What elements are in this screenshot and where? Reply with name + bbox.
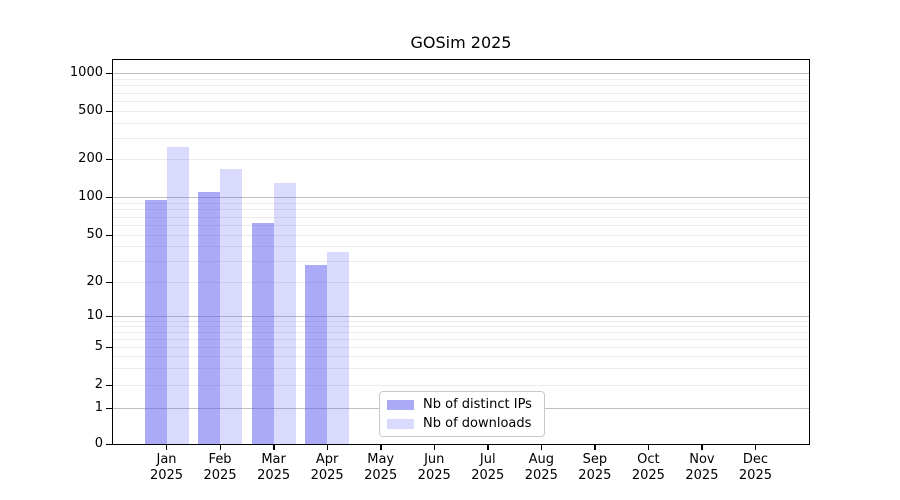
x-tick-mark (219, 444, 221, 450)
gridline-minor (113, 356, 809, 358)
x-tick-label-aug: Aug 2025 (524, 452, 558, 483)
x-tick-mark (166, 444, 168, 450)
x-tick-label-jul: Jul 2025 (471, 452, 505, 483)
gridline-minor (113, 216, 809, 218)
y-tick-label: 100 (78, 189, 103, 204)
gridline-minor (113, 331, 809, 333)
bar-ips-apr (305, 264, 328, 444)
x-tick-mark (647, 444, 650, 450)
gridline-minor (113, 385, 809, 386)
x-tick-label-nov: Nov 2025 (685, 452, 719, 483)
y-tick-mark (106, 315, 112, 317)
y-tick-label: 0 (94, 436, 103, 451)
x-tick-mark (380, 444, 382, 450)
y-tick-label: 1 (94, 400, 103, 415)
gridline-minor (113, 111, 809, 112)
x-tick-label-mar: Mar 2025 (257, 452, 291, 483)
bar-downloads-jan (166, 147, 189, 444)
gridline-minor (113, 159, 809, 160)
x-tick-mark (540, 444, 543, 450)
x-tick-mark (594, 444, 596, 450)
gridline-minor (113, 85, 809, 87)
y-tick-label: 500 (78, 103, 103, 118)
bar-downloads-feb (220, 168, 243, 444)
x-tick-label-sep: Sep 2025 (578, 452, 612, 483)
y-tick-mark (106, 384, 112, 386)
gridline-minor (113, 347, 809, 348)
legend-item-downloads: Nb of downloads (387, 416, 535, 431)
y-tick-mark (106, 234, 112, 236)
y-tick-label: 20 (86, 274, 103, 289)
gridline-minor (113, 261, 809, 263)
bar-downloads-apr (327, 251, 350, 444)
bars-layer (113, 60, 809, 444)
y-tick-label: 50 (86, 227, 103, 242)
gridline-major (113, 197, 809, 198)
x-tick-label-oct: Oct 2025 (631, 452, 665, 483)
x-tick-label-dec: Dec 2025 (738, 452, 772, 483)
y-tick-mark (106, 72, 112, 74)
gridline-minor (113, 78, 809, 80)
x-tick-label-may: May 2025 (364, 452, 398, 483)
x-tick-label-feb: Feb 2025 (203, 452, 237, 483)
gridline-minor (113, 209, 809, 211)
x-tick-mark (433, 444, 436, 450)
plot-area (112, 59, 810, 445)
bar-ips-mar (251, 223, 274, 444)
gridline-minor (113, 325, 809, 327)
legend: Nb of distinct IPs Nb of downloads (379, 391, 545, 437)
x-tick-label-jun: Jun 2025 (417, 452, 451, 483)
x-tick-mark (487, 444, 489, 450)
y-tick-label: 10 (86, 308, 103, 323)
chart-title: GOSim 2025 (410, 33, 512, 52)
gridline-minor (113, 338, 809, 340)
y-tick-mark (106, 346, 112, 348)
y-tick-mark (106, 196, 112, 198)
gridline-minor (113, 282, 809, 283)
bar-ips-jan (144, 199, 167, 444)
gridline-minor (113, 320, 809, 322)
gridline-minor (113, 235, 809, 236)
x-tick-mark (273, 444, 275, 450)
bar-downloads-mar (273, 183, 296, 444)
x-tick-mark (754, 444, 757, 450)
gridline-minor (113, 101, 809, 102)
y-tick-mark (106, 158, 112, 160)
y-tick-mark (106, 443, 112, 445)
y-tick-mark (106, 407, 112, 409)
y-tick-label: 2 (94, 377, 103, 392)
y-tick-label: 5 (94, 339, 103, 354)
x-tick-label-jan: Jan 2025 (149, 452, 184, 483)
y-tick-mark (106, 281, 112, 283)
x-tick-label-apr: Apr 2025 (310, 452, 344, 483)
y-tick-label: 200 (78, 151, 103, 166)
gridline-minor (113, 122, 809, 124)
y-tick-label: 1000 (69, 65, 103, 80)
gridline-minor (113, 92, 809, 94)
legend-swatch-downloads (387, 418, 414, 429)
legend-label-distinct-ips: Nb of distinct IPs (423, 397, 532, 412)
x-tick-mark (326, 444, 329, 450)
gridline-major (113, 316, 809, 317)
gridline-minor (113, 202, 809, 204)
x-tick-mark (701, 444, 703, 450)
bar-ips-feb (198, 191, 221, 444)
gridline-minor (113, 225, 809, 226)
gridline-minor (113, 137, 809, 139)
gridline-minor (113, 368, 809, 370)
gridlines-layer (113, 60, 809, 444)
legend-item-distinct-ips: Nb of distinct IPs (387, 397, 535, 412)
y-tick-mark (106, 110, 112, 112)
gridline-minor (113, 246, 809, 248)
legend-swatch-ips (387, 399, 414, 410)
gridline-major (113, 73, 809, 74)
legend-label-downloads: Nb of downloads (423, 416, 532, 431)
